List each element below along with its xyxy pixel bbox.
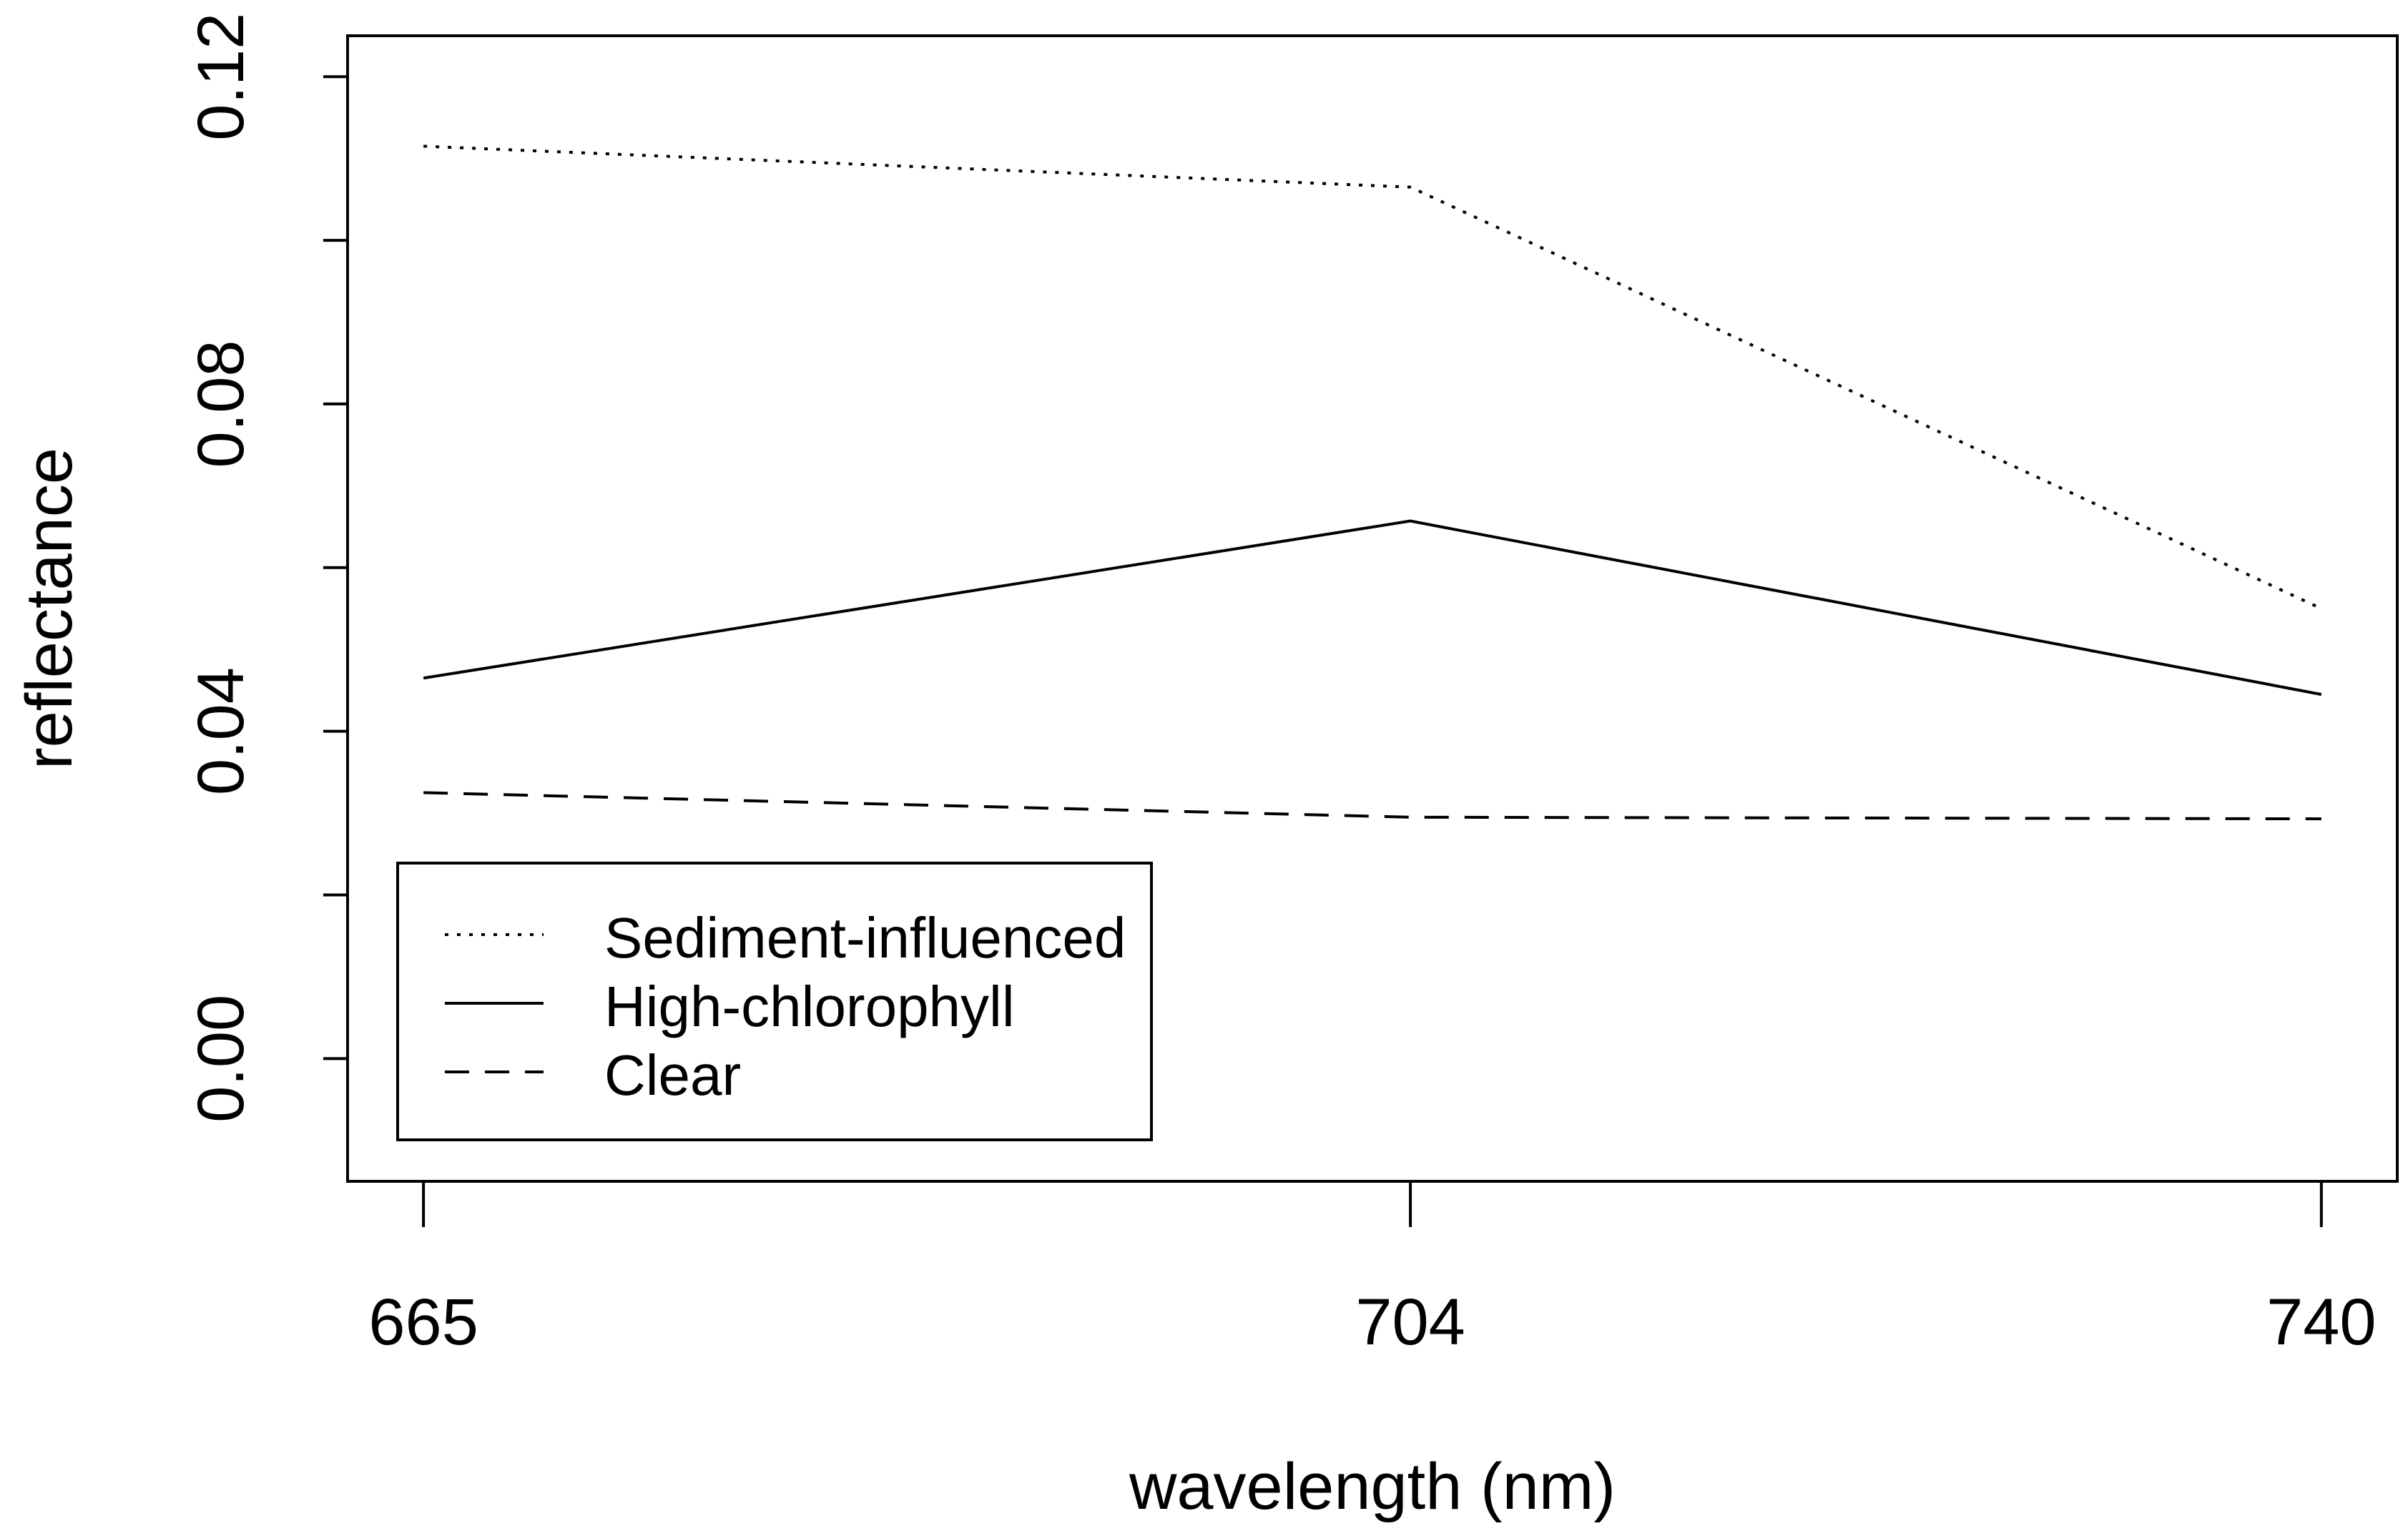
legend-box (396, 862, 1153, 1141)
x-axis: 665 704 740 (368, 1180, 2377, 1359)
x-axis-label: wavelength (nm) (1129, 1450, 1616, 1523)
y-tick-label: 0.08 (185, 340, 257, 468)
y-tick-label: 0.00 (185, 995, 257, 1123)
y-tick-label: 0.04 (185, 667, 257, 795)
series-line-high-chlorophyll (423, 519, 2322, 696)
x-tick-label: 704 (1355, 1286, 1465, 1359)
series-line-sediment-influenced (423, 144, 2322, 610)
y-axis: 0.00 0.04 0.08 0.12 (185, 13, 348, 1123)
x-tick-label: 740 (2266, 1286, 2377, 1359)
x-tick-label: 665 (368, 1286, 478, 1359)
series-line-clear (423, 791, 2321, 821)
legend-label: Sediment-influenced (604, 906, 1126, 970)
y-tick-label: 0.12 (185, 13, 257, 141)
legend-label: Clear (604, 1043, 741, 1107)
y-axis-label: reflectance (13, 448, 86, 769)
legend-label: High-chlorophyll (604, 975, 1015, 1038)
series-layer (423, 144, 2322, 821)
